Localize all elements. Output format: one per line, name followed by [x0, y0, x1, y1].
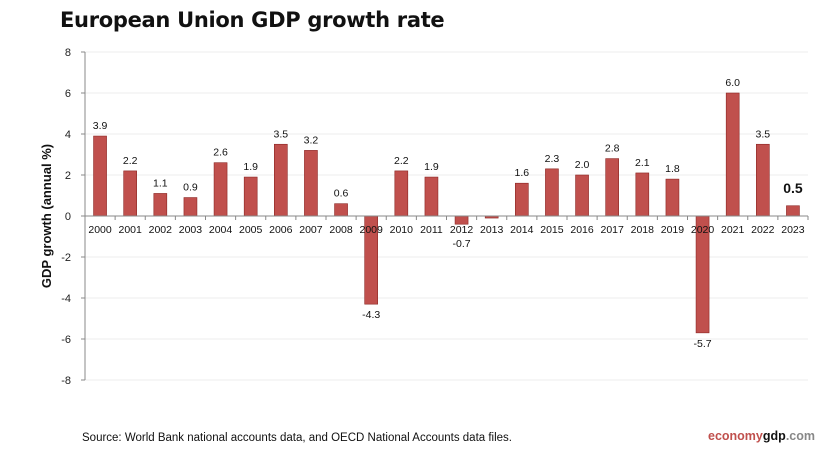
- brand-logo: economygdp.com: [708, 429, 815, 443]
- y-tick-label: 6: [65, 88, 71, 100]
- bar-2016: [575, 174, 589, 217]
- x-tick-label: 2019: [661, 224, 685, 236]
- y-tick-label: 0: [65, 211, 71, 223]
- x-tick-label: 2005: [239, 224, 263, 236]
- bar-2005: [243, 176, 258, 217]
- bar-2022: [756, 143, 770, 217]
- data-label: 2.1: [635, 157, 650, 169]
- bar-2001: [123, 170, 137, 217]
- data-label: 2.0: [575, 159, 590, 171]
- x-tick-label: 2014: [510, 224, 534, 236]
- data-label: 1.1: [153, 177, 168, 189]
- bar-2021: [725, 92, 740, 217]
- bar-2014: [515, 182, 529, 217]
- data-label: -0.7: [453, 238, 471, 250]
- bar-2006: [274, 143, 288, 217]
- x-tick-label: 2016: [570, 224, 594, 236]
- x-tick-label: 2011: [420, 224, 443, 236]
- bar-2007: [304, 150, 318, 217]
- data-label: 1.6: [515, 167, 530, 179]
- bar-2017: [605, 158, 619, 217]
- y-tick-label: 4: [65, 129, 71, 141]
- data-label: 0.9: [183, 182, 198, 194]
- data-label: 3.2: [304, 134, 319, 146]
- bar-2000: [93, 135, 107, 217]
- data-label: 2.2: [394, 155, 409, 167]
- bar-2011: [424, 176, 439, 217]
- x-tick-label: 2006: [269, 224, 293, 236]
- bar-2019: [665, 178, 680, 217]
- data-label: 3.5: [756, 128, 771, 140]
- x-tick-label: 2021: [721, 224, 745, 236]
- chart-title: European Union GDP growth rate: [60, 8, 445, 32]
- x-tick-label: 2010: [390, 224, 414, 236]
- x-tick-label: 2020: [691, 224, 715, 236]
- x-tick-label: 2000: [88, 224, 112, 236]
- data-label: 0.6: [334, 188, 349, 200]
- bar-2023: [786, 205, 800, 217]
- data-label: -4.3: [362, 309, 380, 321]
- x-tick-label: 2004: [209, 224, 233, 236]
- data-label: 3.5: [274, 128, 289, 140]
- x-tick-label: 2008: [329, 224, 353, 236]
- data-label: 1.9: [424, 161, 439, 173]
- x-tick-label: 2001: [119, 224, 143, 236]
- y-tick-label: 8: [65, 47, 71, 59]
- bar-2015: [545, 168, 559, 217]
- bar-2018: [635, 172, 650, 217]
- x-tick-label: 2015: [540, 224, 564, 236]
- data-label: 2.8: [605, 143, 620, 155]
- data-label: 6.0: [725, 77, 740, 89]
- bar-2010: [394, 170, 409, 217]
- x-tick-label: 2018: [631, 224, 655, 236]
- x-tick-label: 2009: [360, 224, 384, 236]
- bar-2012: [454, 215, 469, 225]
- data-label: -5.7: [694, 338, 712, 350]
- x-tick-label: 2003: [179, 224, 203, 236]
- data-label: 1.9: [243, 161, 258, 173]
- data-label: 2.6: [213, 147, 228, 159]
- y-tick-label: -4: [61, 293, 71, 305]
- x-tick-label: 2007: [299, 224, 323, 236]
- bar-2003: [183, 197, 198, 217]
- y-tick-label: -2: [61, 252, 71, 264]
- data-label: 2.3: [545, 153, 560, 165]
- data-label: 2.2: [123, 155, 138, 167]
- x-tick-label: 2002: [149, 224, 173, 236]
- data-label: 1.8: [665, 163, 680, 175]
- y-tick-label: -8: [61, 375, 71, 387]
- x-tick-label: 2023: [781, 224, 805, 236]
- source-note: Source: World Bank national accounts dat…: [82, 432, 513, 444]
- data-label: 0.5: [783, 180, 803, 196]
- x-tick-label: 2012: [450, 224, 474, 236]
- bar-2002: [153, 193, 168, 217]
- x-tick-label: 2017: [601, 224, 625, 236]
- bar-2008: [334, 203, 348, 217]
- x-tick-label: 2013: [480, 224, 504, 236]
- y-axis-label: GDP growth (annual %): [39, 144, 54, 288]
- bar-2004: [213, 162, 228, 217]
- x-tick-label: 2022: [751, 224, 775, 236]
- data-label: 3.9: [93, 120, 108, 132]
- y-tick-label: 2: [65, 170, 71, 182]
- y-tick-label: -6: [61, 334, 71, 346]
